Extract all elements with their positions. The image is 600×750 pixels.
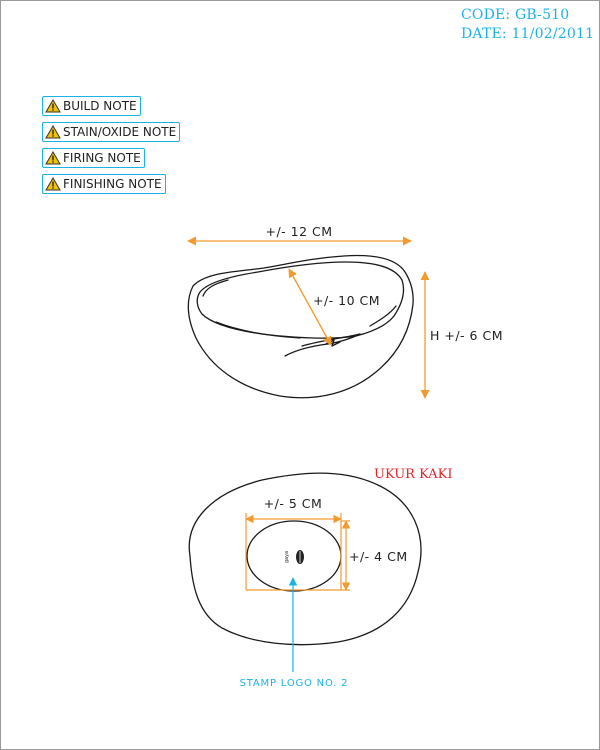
foot-width-dimension: [245, 513, 350, 591]
width-label: +/- 12 CM: [265, 224, 332, 239]
bowl-side-view: [187, 254, 414, 399]
note-label: FIRING NOTE: [63, 151, 141, 165]
date-text: DATE: 11/02/2011: [461, 26, 595, 42]
height-label: H +/- 6 CM: [430, 328, 503, 343]
bowl-body-outline: [187, 254, 414, 399]
stamp-logo: gaya: [284, 550, 304, 564]
code-text: CODE: GB-510: [461, 7, 570, 23]
foot-ring: [246, 520, 342, 592]
note-label: FINISHING NOTE: [63, 177, 162, 191]
foot-height-dimension: [341, 520, 351, 591]
note-firing-button[interactable]: FIRING NOTE: [42, 148, 145, 168]
bottom-view-title: UKUR KAKI: [374, 467, 453, 482]
title-block: CODE: GB-510 DATE: 11/02/2011: [461, 6, 594, 44]
stamp-text: gaya: [284, 551, 290, 563]
height-dimension: H +/- 6 CM: [420, 271, 503, 399]
width-dimension: +/- 12 CM: [187, 224, 412, 246]
inner-diameter-dimension: +/- 10 CM: [288, 268, 380, 346]
foot-height-label: +/- 4 CM: [349, 549, 408, 564]
stamp-logo-label: STAMP LOGO NO. 2: [240, 678, 349, 689]
bowl-rim-inner: [196, 261, 405, 339]
note-finishing-button[interactable]: FINISHING NOTE: [42, 174, 166, 194]
bowl-rim-edge: [202, 279, 397, 347]
inner-label: +/- 10 CM: [313, 293, 380, 308]
foot-width-label: +/- 5 CM: [264, 496, 323, 511]
note-label: STAIN/OXIDE NOTE: [63, 125, 177, 139]
note-label: BUILD NOTE: [63, 99, 137, 113]
warning-icon: [45, 177, 61, 191]
note-stain-oxide-button[interactable]: STAIN/OXIDE NOTE: [42, 122, 181, 142]
bowl-bottom-outline: [188, 472, 422, 646]
warning-icon: [45, 125, 61, 139]
stamp-callout: STAMP LOGO NO. 2: [240, 577, 349, 689]
note-build-button[interactable]: BUILD NOTE: [42, 96, 141, 116]
warning-icon: [45, 99, 61, 113]
notes-list: BUILD NOTE STAIN/OXIDE NOTE FIRING NOTE …: [42, 96, 181, 200]
warning-icon: [45, 151, 61, 165]
